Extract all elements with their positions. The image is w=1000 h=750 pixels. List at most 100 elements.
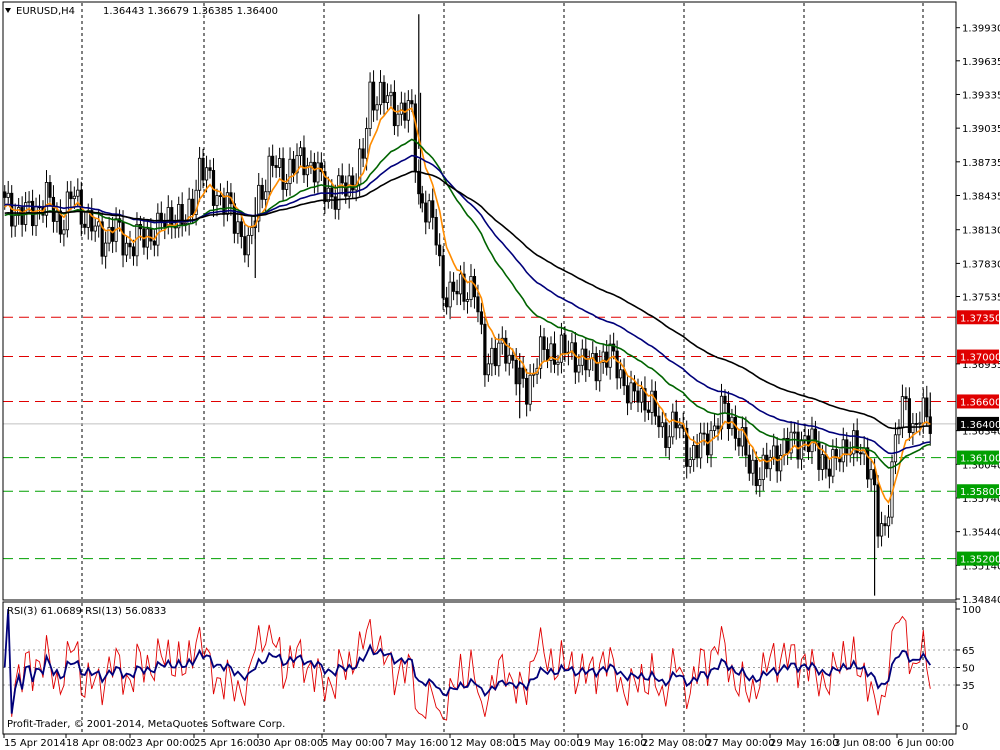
time-tick-label: 30 Apr 08:00 — [258, 738, 323, 749]
candle-body — [549, 343, 553, 361]
time-tick-label: 12 May 08:00 — [450, 738, 519, 749]
candle-body — [385, 95, 390, 103]
candle-body — [344, 182, 348, 197]
time-tick-label: 15 Apr 2014 — [4, 738, 66, 749]
candle-body — [417, 170, 421, 195]
candle-body — [824, 454, 828, 470]
moving-average-line — [4, 138, 931, 469]
candle-body — [695, 444, 699, 459]
candle-body — [180, 204, 184, 225]
candle-body — [622, 369, 626, 387]
candle-body — [194, 189, 198, 216]
candle-body — [191, 198, 195, 216]
candle-body — [866, 447, 870, 480]
candle-body — [445, 297, 449, 308]
candle-body — [100, 221, 104, 257]
rsi-tick-label: 100 — [962, 605, 981, 616]
candle-body — [712, 425, 717, 431]
time-tick-label: 22 May 08:00 — [642, 738, 711, 749]
candle-body — [900, 396, 905, 428]
price-tick-label: 1.39335 — [962, 90, 1000, 101]
candle-body — [90, 210, 94, 232]
candle-body — [410, 100, 414, 105]
candle-body — [723, 395, 727, 404]
candle-body — [371, 81, 376, 111]
candle-body — [236, 221, 240, 234]
price-tick-label: 1.39930 — [962, 24, 1000, 35]
candle-body — [48, 182, 52, 198]
candle-body — [375, 104, 379, 111]
candle-body — [51, 196, 56, 222]
price-level-tag — [957, 310, 999, 325]
candle-body — [476, 296, 480, 313]
price-level-tag — [957, 484, 999, 499]
candle-body — [552, 343, 557, 365]
candle-body — [709, 430, 713, 456]
candle-body — [643, 388, 647, 411]
candle-body — [754, 459, 758, 487]
candle-body — [685, 427, 689, 467]
time-tick-label: 29 May 16:00 — [770, 738, 839, 749]
candle-body — [260, 184, 264, 200]
candle-body — [918, 422, 922, 425]
candle-body — [264, 191, 268, 200]
candle-body — [629, 382, 633, 404]
candle-body — [775, 445, 779, 472]
candle-body — [413, 103, 417, 172]
candle-body — [671, 411, 675, 438]
candle-body — [650, 390, 654, 413]
candle-body — [702, 432, 706, 435]
candle-body — [257, 184, 261, 222]
rsi-tick-label: 50 — [962, 664, 975, 675]
candle-body — [218, 195, 223, 197]
candle-body — [605, 351, 609, 368]
candle-body — [170, 207, 174, 228]
candle-body — [326, 187, 330, 203]
candle-body — [751, 459, 755, 474]
candle-body — [636, 390, 640, 403]
candle-body — [692, 444, 696, 460]
candle-body — [779, 455, 783, 472]
candle-body — [340, 175, 344, 184]
time-tick-label: 23 Apr 00:00 — [130, 738, 195, 749]
candle-body — [897, 426, 901, 436]
candle-body — [803, 435, 807, 441]
candle-body — [789, 431, 793, 454]
candle-body — [152, 240, 156, 246]
candle-body — [448, 281, 452, 308]
candle-body — [740, 427, 744, 447]
candle-body — [382, 81, 386, 103]
candle-body — [577, 364, 581, 373]
candle-body — [639, 388, 644, 403]
candle-body — [333, 196, 337, 210]
dropdown-arrow-icon[interactable] — [5, 8, 11, 13]
candle-body — [420, 193, 424, 204]
price-tick-label: 1.35140 — [962, 561, 1000, 572]
candle-body — [486, 363, 490, 376]
price-level-tag — [957, 450, 999, 465]
candle-body — [111, 226, 115, 242]
price-level-tag-label: 1.37350 — [960, 313, 1000, 324]
candle-body — [625, 385, 630, 404]
candle-body — [312, 161, 317, 183]
candle-body — [545, 349, 550, 361]
candle-body — [58, 210, 63, 235]
candle-body — [83, 223, 87, 228]
candle-body — [271, 155, 275, 166]
candle-body — [197, 157, 202, 191]
candle-body — [747, 454, 751, 474]
candle-body — [267, 155, 271, 193]
time-tick-label: 7 May 16:00 — [386, 738, 448, 749]
candle-body — [594, 353, 598, 382]
candle-body — [886, 516, 891, 527]
candle-body — [768, 456, 772, 470]
candle-body — [904, 396, 908, 400]
candle-body — [646, 409, 651, 413]
candle-body — [925, 397, 929, 418]
candle-body — [469, 276, 473, 300]
candle-body — [424, 202, 428, 223]
moving-average-line — [4, 105, 931, 504]
candle-body — [817, 442, 821, 470]
